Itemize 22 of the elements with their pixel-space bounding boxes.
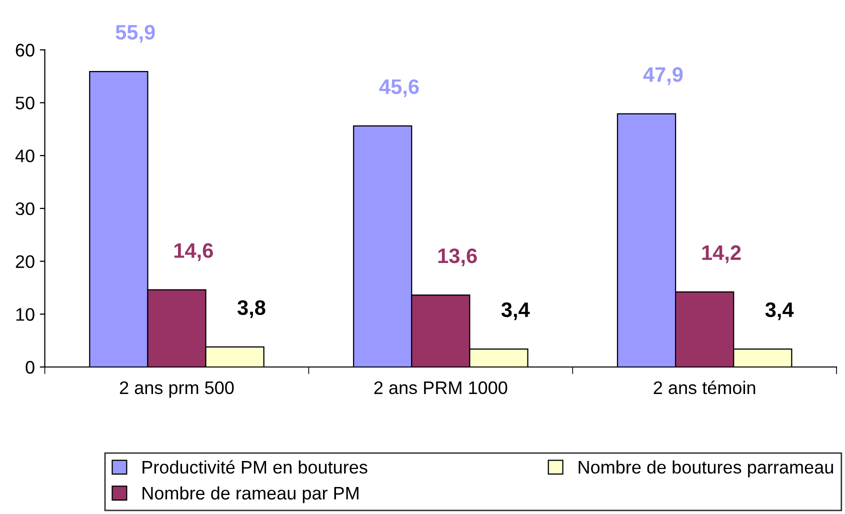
y-tick-label: 50 bbox=[16, 96, 34, 110]
x-tick-label: 2 ans prm 500 bbox=[120, 381, 234, 398]
data-label: 3,8 bbox=[237, 300, 266, 318]
legend-label: Productivité PM en boutures bbox=[142, 460, 368, 474]
x-tick-label: 2 ans PRM 1000 bbox=[374, 381, 508, 394]
data-label: 3,4 bbox=[501, 302, 530, 320]
y-tick-label: 20 bbox=[16, 255, 34, 268]
data-label: 55,9 bbox=[116, 24, 155, 43]
y-tick-label: 30 bbox=[16, 202, 34, 216]
data-label: 47,9 bbox=[643, 67, 683, 85]
data-label: 3,4 bbox=[765, 302, 794, 320]
data-label: 14,6 bbox=[174, 243, 213, 261]
legend-label: Nombre de rameau par PM bbox=[142, 486, 358, 504]
x-tick-label: 2 ans témoin bbox=[654, 380, 756, 394]
y-tick-label: 60 bbox=[16, 44, 34, 57]
y-tick-label: 40 bbox=[15, 150, 34, 162]
data-label: 13,6 bbox=[438, 248, 477, 266]
data-label: 14,2 bbox=[702, 245, 741, 264]
y-tick-label: 10 bbox=[16, 308, 34, 321]
y-tick-label: 0 bbox=[26, 360, 34, 374]
data-label: 45,6 bbox=[379, 79, 419, 98]
legend-label: Nombre de boutures parrameau bbox=[578, 460, 833, 478]
